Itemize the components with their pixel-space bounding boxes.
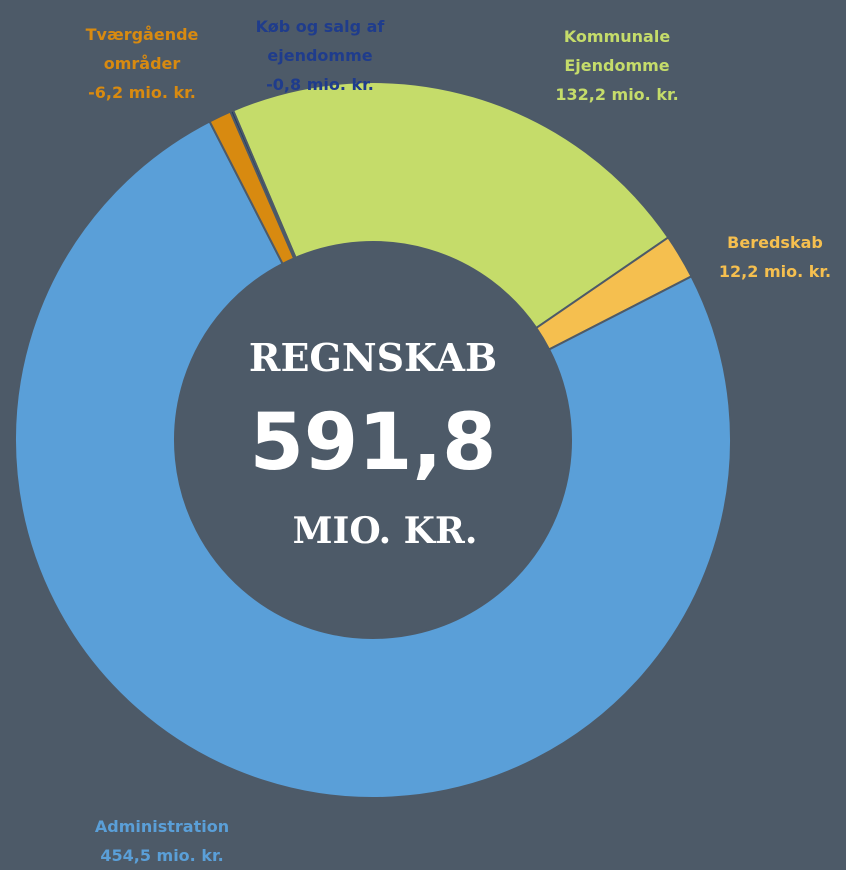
value-label: 454,5 mio. kr. (100, 846, 224, 865)
value-label: -6,2 mio. kr. (88, 83, 196, 102)
donut-slice (231, 81, 670, 330)
data-label: Beredskab 12,2 mio. kr. (705, 228, 845, 286)
center-title: REGNSKAB (248, 335, 498, 380)
center-unit: MIO. KR. (292, 510, 478, 552)
value-label: 132,2 mio. kr. (555, 85, 679, 104)
category-label: Beredskab (727, 233, 823, 252)
data-label: Kommunale Ejendomme 132,2 mio. kr. (532, 22, 702, 109)
data-label: Tværgående områder -6,2 mio. kr. (67, 20, 217, 107)
category-label: Kommunale Ejendomme (563, 27, 671, 75)
category-label: Køb og salg af ejendomme (255, 17, 385, 65)
donut-slice (14, 120, 732, 799)
value-label: 12,2 mio. kr. (718, 262, 832, 281)
data-label: Administration 454,5 mio. kr. (62, 812, 262, 870)
data-label: Køb og salg af ejendomme -0,8 mio. kr. (230, 12, 410, 99)
category-label: Administration (94, 817, 230, 836)
value-label: -0,8 mio. kr. (266, 75, 374, 94)
center-value: 591,8 (249, 398, 497, 488)
donut-slice (229, 109, 297, 260)
category-label: Tværgående områder (85, 25, 199, 73)
